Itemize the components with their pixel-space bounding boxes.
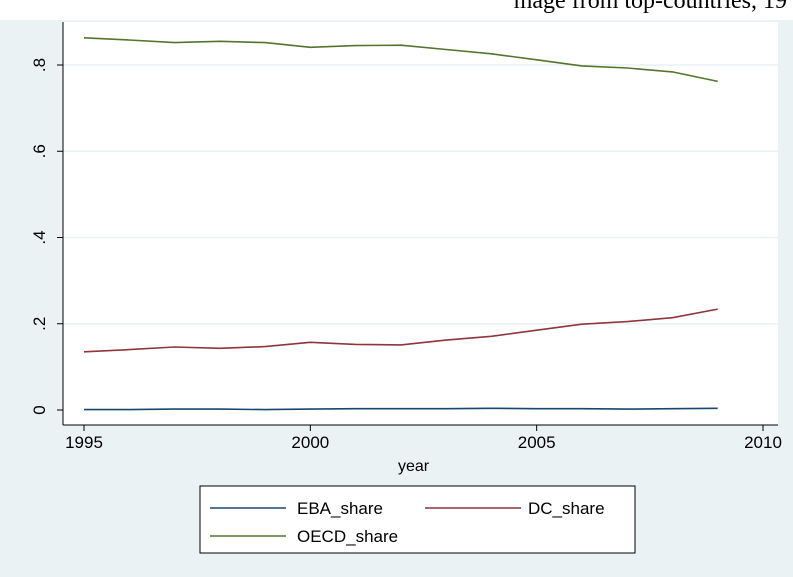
series-line-oecd-share [83, 37, 718, 83]
legend-box [199, 485, 636, 554]
series-line-eba-share [84, 407, 718, 411]
x-tick-label-3: 2010 [744, 433, 782, 452]
legend-label-dc-share: DC_share [528, 499, 605, 518]
series-line-dc-share [83, 308, 718, 353]
x-axis-title: year [398, 458, 430, 475]
y-tick-label-4: .8 [30, 58, 49, 72]
grid-lines [63, 64, 778, 325]
plot-area [63, 22, 778, 425]
y-tick-label-3: .6 [30, 144, 49, 158]
axes: 0 .2 .4 .6 .8 1995 2000 2005 2010 year [30, 22, 782, 475]
y-tick-label-1: .2 [30, 317, 49, 331]
cropped-caption-text: mage from top-countries, 19 [513, 0, 787, 14]
legend: EBA_share DC_share OECD_share [199, 485, 636, 554]
legend-label-eba-share: EBA_share [297, 499, 383, 518]
legend-label-oecd-share: OECD_share [297, 527, 398, 546]
y-tick-label-0: 0 [30, 405, 49, 414]
cropped-caption-strip: mage from top-countries, 19 [0, 0, 793, 20]
x-tick-label-1: 2000 [291, 433, 329, 452]
series-lines [83, 37, 718, 411]
x-tick-label-2: 2005 [518, 433, 556, 452]
x-tick-label-0: 1995 [65, 433, 103, 452]
y-tick-label-2: .4 [30, 230, 49, 244]
